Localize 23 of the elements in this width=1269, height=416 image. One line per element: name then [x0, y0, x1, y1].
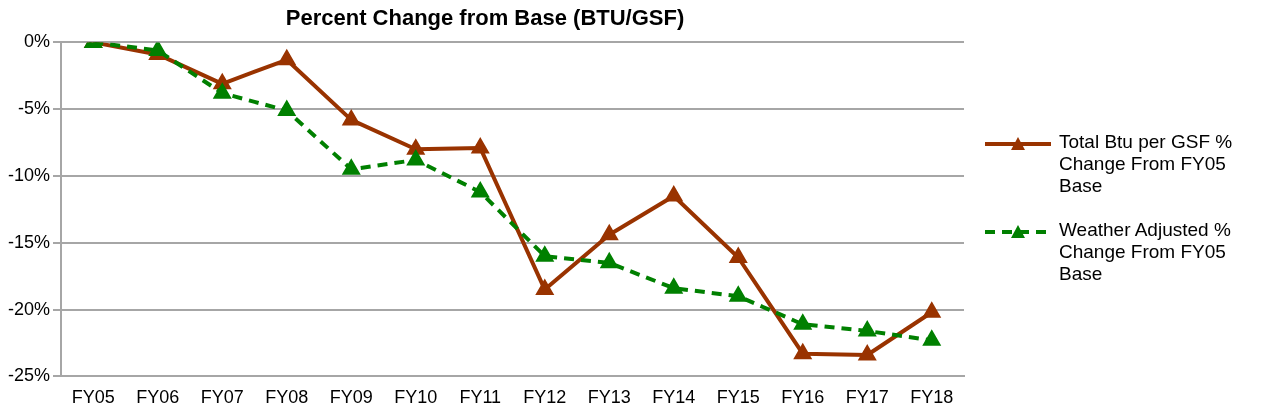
x-tick-label: FY13	[587, 387, 631, 408]
x-tick-label: FY07	[200, 387, 244, 408]
y-tick-label: -10%	[7, 164, 51, 185]
x-tick-label: FY05	[71, 387, 115, 408]
y-tick-label: 0%	[24, 31, 51, 52]
y-tick-label: -20%	[7, 298, 51, 319]
y-tick-label: -15%	[7, 231, 51, 252]
chart-title: Percent Change from Base (BTU/GSF)	[285, 5, 685, 31]
y-tick-label: -5%	[18, 98, 51, 119]
x-tick-label: FY18	[910, 387, 954, 408]
x-tick-label: FY09	[329, 387, 373, 408]
legend-label: Total Btu per GSF % Change From FY05 Base	[1059, 131, 1234, 197]
x-tick-label: FY17	[845, 387, 889, 408]
x-tick-label: FY11	[459, 387, 502, 408]
y-tick-label: -25%	[7, 365, 51, 386]
x-tick-label: FY06	[136, 387, 180, 408]
x-tick-label: FY12	[523, 387, 567, 408]
x-tick-label: FY15	[716, 387, 760, 408]
x-tick-label: FY14	[652, 387, 696, 408]
x-tick-label: FY16	[781, 387, 825, 408]
legend-label: Weather Adjusted % Change From FY05 Base	[1059, 219, 1232, 285]
x-tick-label: FY08	[265, 387, 309, 408]
x-tick-label: FY10	[394, 387, 438, 408]
